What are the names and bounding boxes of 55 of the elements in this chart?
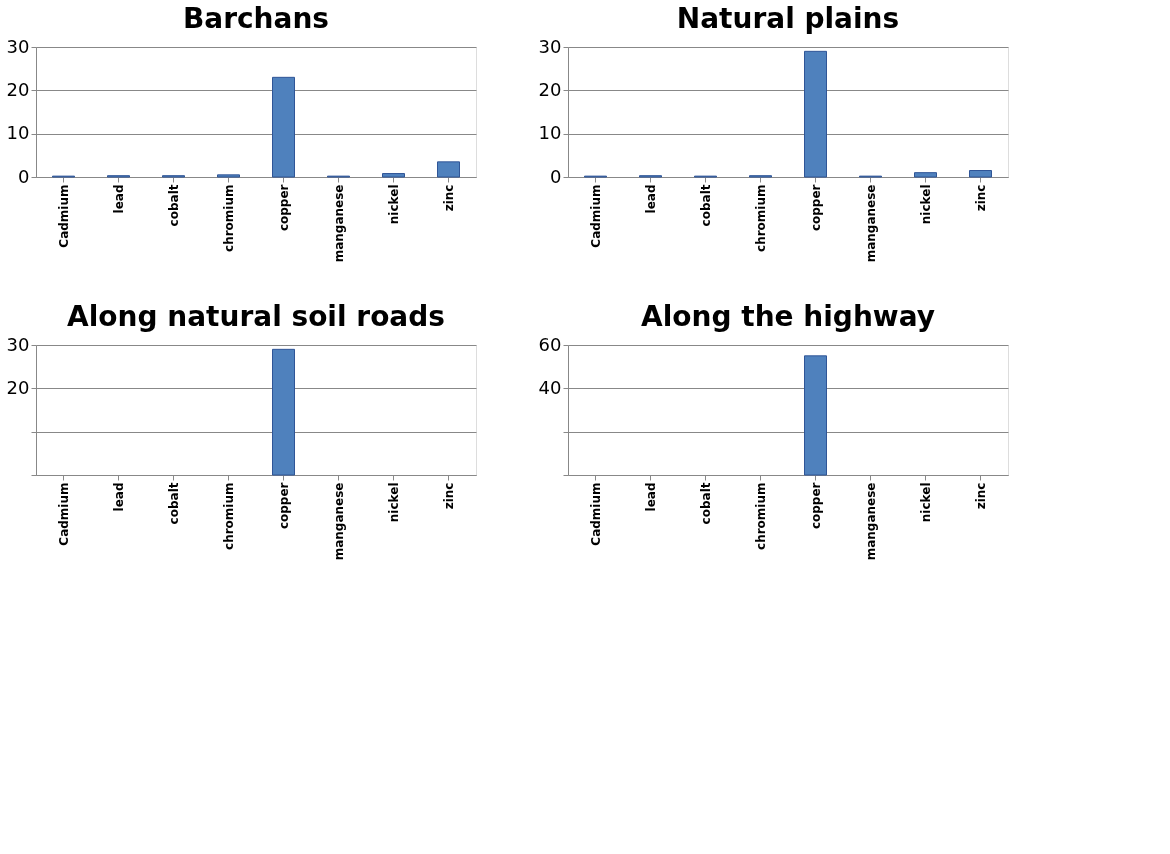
x-tick-label: lead: [643, 184, 658, 214]
chart-title: Barchans: [182, 2, 330, 35]
x-tick-label: manganese: [863, 184, 878, 263]
bar: [914, 172, 937, 178]
y-tick-label: 20: [6, 376, 30, 398]
bar: [382, 173, 405, 178]
y-tick-label: 30: [6, 333, 30, 355]
chart-title: Natural plains: [676, 2, 900, 35]
y-tick-label: 10: [6, 122, 30, 144]
y-tick-label: 20: [6, 78, 30, 100]
x-tick-label: lead: [111, 184, 126, 214]
y-tick-label: 10: [538, 122, 562, 144]
x-tick-label: Cadmium: [588, 184, 603, 248]
x-tick-label: zinc: [441, 184, 456, 212]
x-tick-label: chromium: [221, 482, 236, 550]
x-tick-label: chromium: [753, 482, 768, 550]
x-tick-label: zinc: [973, 482, 988, 510]
x-tick-label: chromium: [221, 184, 236, 252]
x-tick-label: nickel: [918, 184, 933, 225]
x-tick-label: nickel: [386, 482, 401, 523]
x-tick-label: lead: [643, 482, 658, 512]
bar: [217, 174, 240, 178]
x-tick-label: nickel: [918, 482, 933, 523]
x-tick-label: cobalt: [698, 184, 713, 227]
x-tick-label: chromium: [753, 184, 768, 252]
bar: [272, 76, 295, 178]
x-tick-label: manganese: [331, 482, 346, 561]
x-tick-label: zinc: [973, 184, 988, 212]
x-tick-label: manganese: [331, 184, 346, 263]
x-tick-label: nickel: [386, 184, 401, 225]
y-tick-label: 20: [538, 78, 562, 100]
chart-title: Along the highway: [641, 300, 935, 333]
x-tick-label: Cadmium: [56, 184, 71, 248]
x-tick-label: cobalt: [166, 482, 181, 525]
x-tick-label: copper: [808, 482, 823, 530]
x-tick-label: cobalt: [698, 482, 713, 525]
x-tick-label: cobalt: [166, 184, 181, 227]
bar: [437, 161, 460, 178]
bar: [804, 50, 827, 178]
x-tick-label: Cadmium: [588, 482, 603, 546]
y-tick-label: 30: [6, 35, 30, 57]
x-tick-label: Cadmium: [56, 482, 71, 546]
y-tick-label: 0: [18, 165, 30, 187]
y-tick-label: 40: [538, 376, 562, 398]
x-tick-label: copper: [808, 184, 823, 232]
x-tick-label: copper: [276, 482, 291, 530]
x-tick-label: lead: [111, 482, 126, 512]
bar: [969, 170, 992, 178]
y-tick-label: 0: [550, 165, 562, 187]
x-tick-label: zinc: [441, 482, 456, 510]
y-tick-label: 30: [538, 35, 562, 57]
x-tick-label: copper: [276, 184, 291, 232]
chart-title: Along natural soil roads: [67, 300, 445, 333]
y-tick-label: 60: [538, 333, 562, 355]
x-tick-label: manganese: [863, 482, 878, 561]
